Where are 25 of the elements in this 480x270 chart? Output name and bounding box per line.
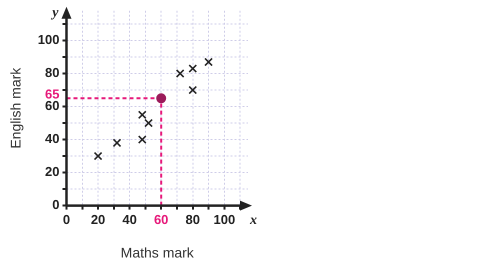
point xyxy=(94,152,102,160)
point xyxy=(138,135,147,144)
x-tick-label: 100 xyxy=(213,212,236,227)
point xyxy=(204,58,213,66)
x-tick-label: 0 xyxy=(62,212,70,227)
point xyxy=(138,110,147,120)
point xyxy=(188,86,198,94)
x-tick-label: 60 xyxy=(154,212,168,227)
x-tick-label: 80 xyxy=(186,212,200,227)
y-axis-title: English mark xyxy=(7,66,24,149)
x-tick-label: 40 xyxy=(122,212,137,227)
point xyxy=(156,93,166,104)
y-tick-label: 100 xyxy=(38,32,60,48)
text: x xyxy=(249,213,257,228)
y-tick-label: 20 xyxy=(45,164,60,180)
y-tick-label: 80 xyxy=(45,65,60,80)
text: y xyxy=(50,5,60,20)
point xyxy=(112,138,122,148)
x-tick-label: 20 xyxy=(90,212,106,227)
point xyxy=(188,64,198,73)
point xyxy=(144,118,153,128)
point xyxy=(176,69,184,78)
y-tick-label: 0 xyxy=(52,197,60,212)
x-axis-title: Maths mark xyxy=(120,244,195,260)
y-tick-label: 40 xyxy=(45,131,60,146)
